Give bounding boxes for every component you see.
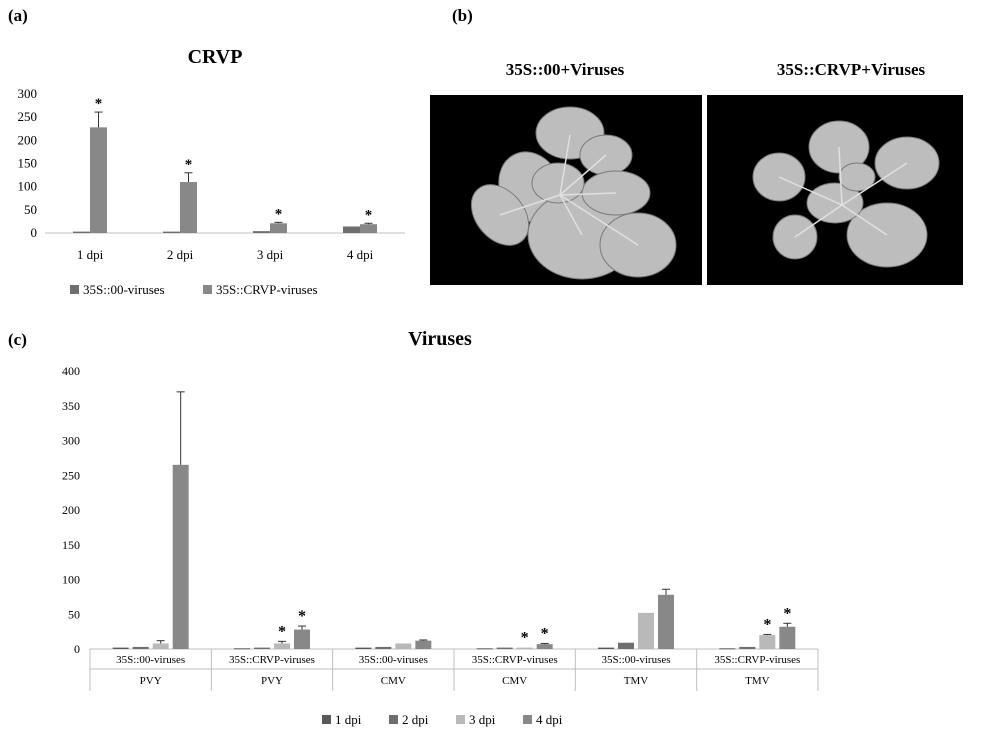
group-sublabel-c: TMV bbox=[745, 675, 770, 687]
bar-c bbox=[719, 648, 736, 650]
group-label-c: 35S::00-viruses bbox=[601, 654, 670, 666]
significance-star-c: * bbox=[521, 630, 529, 647]
photo-left-title: 35S::00+Viruses bbox=[505, 60, 625, 79]
bar-c bbox=[496, 647, 513, 649]
bar-a bbox=[73, 231, 90, 233]
y-tick-label-c: 100 bbox=[62, 573, 80, 587]
bar-c bbox=[132, 646, 149, 649]
legend-label-a: 35S::00-viruses bbox=[83, 282, 165, 297]
significance-star-a: * bbox=[275, 206, 283, 222]
bar-c bbox=[355, 647, 372, 649]
legend-swatch-a bbox=[70, 285, 79, 294]
bar-a bbox=[253, 231, 270, 233]
y-tick-label-c: 150 bbox=[62, 538, 80, 552]
x-tick-label-a: 2 dpi bbox=[167, 247, 194, 262]
legend-label-a: 35S::CRVP-viruses bbox=[216, 282, 318, 297]
bar-a bbox=[270, 223, 287, 233]
photo-35s-crvp-plant bbox=[707, 95, 963, 285]
group-sublabel-c: CMV bbox=[502, 675, 527, 687]
bar-c bbox=[536, 644, 553, 649]
significance-star-c: * bbox=[783, 605, 791, 622]
bar-a bbox=[360, 224, 377, 233]
y-tick-label-a: 150 bbox=[18, 156, 38, 171]
panel-a-label: (a) bbox=[8, 6, 28, 25]
bar-c bbox=[658, 594, 674, 649]
bar-c bbox=[274, 643, 290, 649]
x-tick-label-a: 4 dpi bbox=[347, 247, 374, 262]
legend-swatch-c bbox=[389, 715, 398, 724]
x-tick-label-a: 3 dpi bbox=[257, 247, 284, 262]
group-label-c: 35S::CRVP-viruses bbox=[472, 654, 558, 666]
group-label-c: 35S::00-viruses bbox=[359, 654, 428, 666]
bar-a bbox=[180, 182, 197, 233]
y-tick-label-c: 250 bbox=[62, 468, 80, 482]
significance-star-c: * bbox=[763, 616, 771, 633]
group-label-c: 35S::CRVP-viruses bbox=[714, 654, 800, 666]
y-tick-label-a: 200 bbox=[18, 132, 38, 147]
bar-c bbox=[254, 647, 270, 649]
y-tick-label-a: 50 bbox=[24, 202, 37, 217]
group-sublabel-c: CMV bbox=[381, 675, 406, 687]
y-tick-label-c: 300 bbox=[62, 434, 80, 448]
legend-swatch-a bbox=[203, 285, 212, 294]
legend-swatch-c bbox=[322, 715, 331, 724]
plant-illustration-right bbox=[752, 120, 940, 268]
group-sublabel-c: PVY bbox=[140, 675, 162, 687]
bar-c bbox=[172, 464, 189, 649]
legend-label-c: 3 dpi bbox=[469, 712, 496, 727]
bar-c bbox=[112, 647, 129, 649]
bar-c bbox=[598, 647, 614, 649]
plant-illustration-left bbox=[470, 106, 677, 280]
bar-c bbox=[476, 648, 493, 650]
bar-c bbox=[516, 647, 533, 649]
y-tick-label-c: 350 bbox=[62, 399, 80, 413]
panel-b-label: (b) bbox=[452, 6, 473, 25]
bar-a bbox=[163, 231, 180, 233]
significance-star-a: * bbox=[365, 207, 373, 223]
y-tick-label-c: 200 bbox=[62, 503, 80, 517]
group-sublabel-c: TMV bbox=[624, 675, 649, 687]
bar-c bbox=[759, 635, 776, 649]
y-tick-label-c: 0 bbox=[74, 642, 80, 656]
panel-c-label: (c) bbox=[8, 330, 27, 349]
bar-c bbox=[152, 643, 169, 649]
bar-c bbox=[739, 646, 756, 649]
y-tick-label-c: 400 bbox=[62, 364, 80, 378]
group-sublabel-c: PVY bbox=[261, 675, 283, 687]
photo-35s-00-plant bbox=[430, 95, 702, 285]
legend-label-c: 4 dpi bbox=[536, 712, 563, 727]
bar-a bbox=[90, 127, 107, 233]
group-label-c: 35S::00-viruses bbox=[116, 654, 185, 666]
bar-c bbox=[618, 642, 634, 649]
chart-a: 0 50 100 150 200 250 300 1 dpi * 2 dpi * 3 dpi * 4 dp… bbox=[18, 86, 405, 297]
bar-c bbox=[638, 612, 654, 649]
y-tick-label-a: 0 bbox=[31, 225, 38, 240]
chart-a-title: CRVP bbox=[187, 46, 243, 68]
group-label-c: 35S::CRVP-viruses bbox=[229, 654, 315, 666]
y-tick-label-c: 50 bbox=[68, 607, 80, 621]
legend-label-c: 1 dpi bbox=[335, 712, 362, 727]
legend-swatch-c bbox=[523, 715, 532, 724]
chart-c-title: Viruses bbox=[408, 328, 472, 350]
photo-right-title: 35S::CRVP+Viruses bbox=[776, 60, 926, 79]
significance-star-c: * bbox=[541, 625, 549, 642]
bar-c bbox=[779, 626, 796, 649]
legend-label-c: 2 dpi bbox=[402, 712, 429, 727]
y-tick-label-a: 100 bbox=[18, 179, 38, 194]
chart-c: 0 50 100 150 200 250 300 350 40035S::00-virusesP… bbox=[62, 364, 819, 727]
bar-c bbox=[294, 629, 310, 649]
x-tick-label-a: 1 dpi bbox=[77, 247, 104, 262]
bar-a bbox=[343, 226, 360, 233]
bar-c bbox=[375, 646, 392, 649]
bar-c bbox=[395, 643, 412, 649]
bar-c bbox=[234, 648, 250, 650]
significance-star-c: * bbox=[278, 623, 286, 640]
bar-c bbox=[415, 640, 432, 649]
significance-star-c: * bbox=[298, 608, 306, 625]
significance-star-a: * bbox=[185, 157, 193, 173]
y-tick-label-a: 300 bbox=[18, 86, 38, 101]
y-tick-label-a: 250 bbox=[18, 109, 38, 124]
significance-star-a: * bbox=[95, 96, 103, 112]
legend-swatch-c bbox=[456, 715, 465, 724]
